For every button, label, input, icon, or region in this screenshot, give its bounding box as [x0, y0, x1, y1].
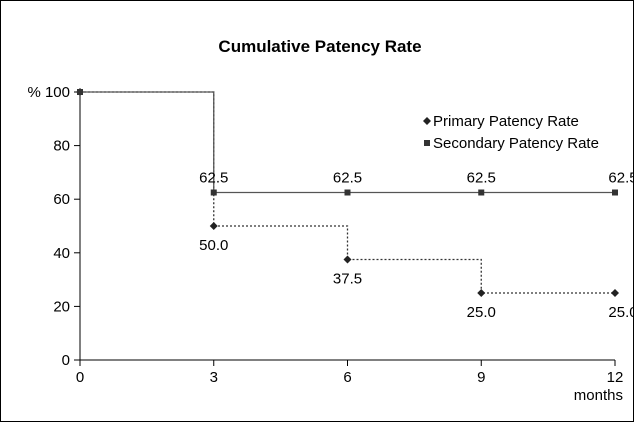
square-marker-icon: [424, 140, 430, 146]
data-label: 62.5: [333, 170, 362, 187]
data-label: 25.0: [467, 304, 496, 321]
data-point: [343, 255, 352, 264]
y-tick-label: 40: [53, 245, 70, 262]
diamond-marker-icon: [423, 117, 431, 125]
legend-label: Primary Patency Rate: [433, 113, 579, 130]
data-label: 62.5: [199, 170, 228, 187]
data-label: 62.5: [608, 170, 634, 187]
y-tick-label: 80: [53, 138, 70, 155]
data-point: [478, 189, 485, 196]
y-tick-label: 20: [53, 298, 70, 315]
x-tick-label: 9: [477, 369, 485, 386]
data-point: [612, 189, 618, 196]
data-point: [611, 289, 619, 297]
data-label: 37.5: [333, 271, 362, 288]
x-tick-label: 6: [343, 369, 351, 386]
data-label: 25.0: [608, 304, 634, 321]
y-tick-label: 60: [53, 191, 70, 208]
data-point: [344, 189, 351, 196]
x-axis-label: months: [574, 387, 623, 404]
legend: Primary Patency Rate Secondary Patency Ra…: [423, 113, 599, 152]
data-labels: 50.0 37.5 25.0 25.0 62.5 62.5 62.5 62.5: [199, 170, 634, 322]
series-secondary: [77, 89, 618, 196]
legend-label: Secondary Patency Rate: [433, 135, 599, 152]
x-tick-label: 3: [210, 369, 218, 386]
x-tick-label: 12: [607, 369, 624, 386]
y-tick-label: % 100: [27, 84, 70, 101]
chart-title: Cumulative Patency Rate: [218, 37, 421, 56]
data-label: 62.5: [467, 170, 496, 187]
data-point: [77, 89, 83, 95]
y-tick-label: 0: [62, 352, 70, 369]
series-line: [80, 91, 615, 194]
legend-item: Primary Patency Rate: [423, 113, 579, 130]
data-point: [209, 222, 218, 230]
series-layer: [76, 88, 619, 297]
data-point: [210, 189, 217, 196]
legend-item: Secondary Patency Rate: [424, 135, 599, 152]
data-point: [477, 289, 486, 297]
x-tick-label: 0: [76, 369, 84, 386]
data-label: 50.0: [199, 237, 228, 254]
